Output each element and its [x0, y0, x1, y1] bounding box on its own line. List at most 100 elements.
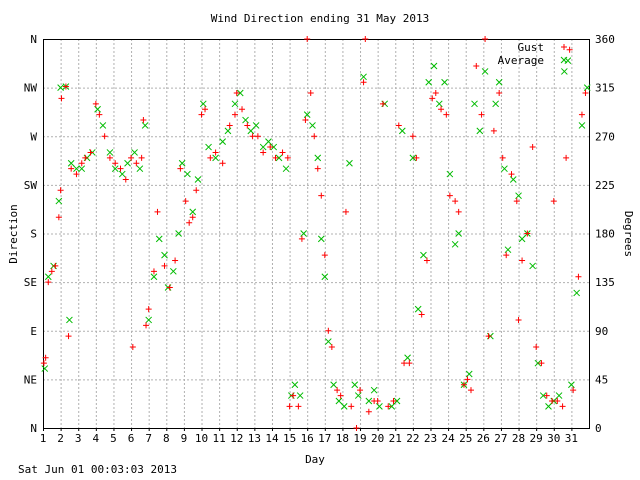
y-left-tick-label: SW — [24, 179, 38, 192]
x-tick-label: 21 — [389, 432, 402, 445]
average-point — [324, 338, 332, 345]
gust-point — [554, 397, 561, 404]
average-point — [555, 392, 563, 399]
average-point — [370, 386, 378, 394]
average-point — [111, 165, 119, 173]
gust-point — [314, 165, 321, 172]
y-axis-label-left: Direction — [7, 204, 20, 264]
x-tick-label: 1 — [40, 432, 47, 445]
gust-point — [570, 387, 577, 394]
average-point — [296, 392, 304, 399]
gust-point — [563, 154, 570, 161]
average-point — [219, 138, 227, 146]
average-point — [351, 381, 359, 389]
gust-point — [239, 106, 246, 113]
gust-point — [524, 230, 531, 237]
y-right-tick-label: 225 — [595, 179, 615, 192]
gust-point — [374, 397, 381, 404]
average-point — [67, 159, 75, 167]
gust-point — [362, 36, 369, 42]
gust-point — [87, 149, 94, 156]
gust-point — [566, 46, 573, 53]
x-tick-label: 29 — [530, 432, 543, 445]
y-right-tick-label: 90 — [595, 325, 608, 338]
gust-point — [177, 165, 184, 172]
average-point — [441, 78, 448, 86]
average-point — [224, 127, 232, 135]
gust-point — [559, 403, 566, 410]
gust-point — [337, 392, 344, 399]
y-left-tick-label: N — [30, 33, 37, 46]
x-tick-label: 6 — [128, 432, 135, 445]
average-point — [145, 316, 153, 324]
average-point — [94, 105, 101, 113]
gust-point — [409, 133, 416, 140]
average-point — [409, 154, 417, 162]
average-point — [509, 176, 517, 183]
average-point — [376, 403, 383, 410]
x-tick-label: 17 — [318, 432, 331, 445]
gust-point — [443, 111, 450, 118]
average-point — [131, 149, 138, 156]
y-right-tick-label: 0 — [595, 422, 602, 435]
x-tick-label: 12 — [230, 432, 243, 445]
average-point — [398, 127, 406, 135]
gust-point — [231, 111, 238, 118]
gust-point — [334, 387, 341, 394]
gust-point — [460, 381, 467, 388]
x-tick-label: 10 — [195, 432, 208, 445]
gust-point — [279, 149, 286, 156]
average-point — [495, 78, 503, 86]
gust-point — [423, 257, 430, 264]
gust-point — [82, 154, 89, 161]
average-point — [124, 159, 131, 167]
gust-point — [578, 111, 585, 118]
gust-point — [353, 425, 360, 431]
y-right-tick-label: 270 — [595, 130, 615, 143]
gust-point — [561, 44, 567, 50]
gust-point — [379, 100, 386, 107]
gust-point — [166, 284, 173, 291]
y-axis-label-right: Degrees — [622, 211, 635, 257]
gust-point — [575, 273, 582, 280]
gust-point — [207, 154, 214, 161]
gust-point — [478, 111, 485, 118]
average-point — [476, 127, 484, 135]
average-point — [425, 78, 433, 86]
gust-point — [129, 343, 136, 350]
average-point — [515, 192, 522, 200]
gust-point — [464, 376, 471, 383]
x-tick-label: 16 — [301, 432, 314, 445]
gust-point — [543, 392, 550, 399]
gust-point — [503, 252, 510, 259]
average-point — [583, 84, 591, 91]
gust-point — [286, 403, 293, 410]
x-tick-label: 9 — [181, 432, 188, 445]
average-point — [309, 122, 316, 129]
gust-point — [106, 154, 113, 161]
gust-point — [549, 397, 556, 404]
gust-point — [244, 122, 251, 129]
gust-point — [226, 122, 233, 129]
average-point — [303, 111, 311, 118]
average-point — [446, 170, 454, 178]
average-point — [414, 305, 422, 313]
x-tick-label: 31 — [565, 432, 578, 445]
y-right-tick-label: 45 — [595, 373, 608, 386]
gust-point — [513, 198, 520, 205]
average-point — [184, 170, 191, 178]
average-point — [568, 381, 575, 389]
average-point — [291, 381, 299, 389]
gust-point — [133, 160, 140, 167]
gust-point — [112, 160, 119, 167]
average-point — [346, 159, 353, 167]
average-point — [435, 100, 443, 108]
gust-point — [357, 387, 364, 394]
gust-point — [233, 90, 240, 97]
average-point — [78, 165, 86, 173]
average-point — [539, 392, 547, 399]
average-point — [354, 392, 362, 399]
chart-title: Wind Direction ending 31 May 2013 — [211, 12, 430, 25]
y-left-tick-label: SE — [24, 276, 37, 289]
average-point — [247, 127, 255, 135]
